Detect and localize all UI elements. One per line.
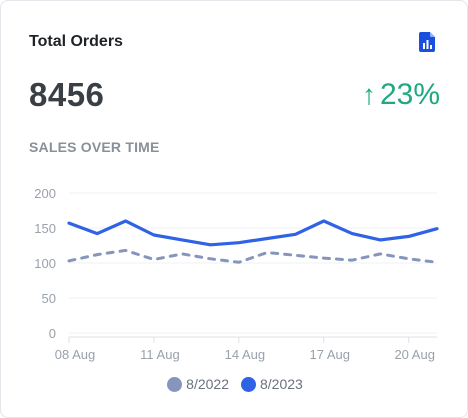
arrow-up-icon: ↑	[361, 79, 376, 110]
x-tick-label: 17 Aug	[310, 347, 351, 362]
change-value: 23%	[379, 78, 440, 111]
chart-legend: 8/2022 8/2023	[1, 376, 468, 392]
sales-line-chart: 200 150 100 50 0 08 Aug 11 Aug 14 Aug 17 Aug 20 A…	[34, 186, 439, 362]
card-title: Total Orders	[29, 33, 123, 50]
legend-item-2022[interactable]: 8/2022	[167, 376, 229, 392]
legend-item-2023[interactable]: 8/2023	[241, 376, 303, 392]
x-tick-label: 20 Aug	[394, 347, 435, 362]
legend-label: 8/2022	[186, 376, 229, 392]
y-tick-label: 100	[34, 256, 56, 271]
report-document-icon[interactable]	[419, 32, 437, 52]
legend-label: 8/2023	[260, 376, 303, 392]
series-line-8-2022	[67, 248, 439, 264]
x-tick-label: 08 Aug	[55, 347, 96, 362]
y-tick-label: 0	[49, 326, 56, 341]
change-indicator: ↑ 23%	[362, 78, 440, 112]
y-tick-label: 200	[34, 186, 56, 201]
section-label: SALES OVER TIME	[29, 139, 160, 155]
total-orders-value: 8456	[29, 76, 105, 113]
series-line-8-2023	[67, 219, 439, 247]
x-tick-label: 11 Aug	[140, 347, 180, 362]
legend-swatch	[167, 376, 183, 392]
y-tick-label: 50	[42, 291, 56, 306]
x-tick-label: 14 Aug	[225, 347, 266, 362]
legend-swatch	[241, 376, 256, 392]
y-tick-label: 150	[34, 221, 56, 236]
